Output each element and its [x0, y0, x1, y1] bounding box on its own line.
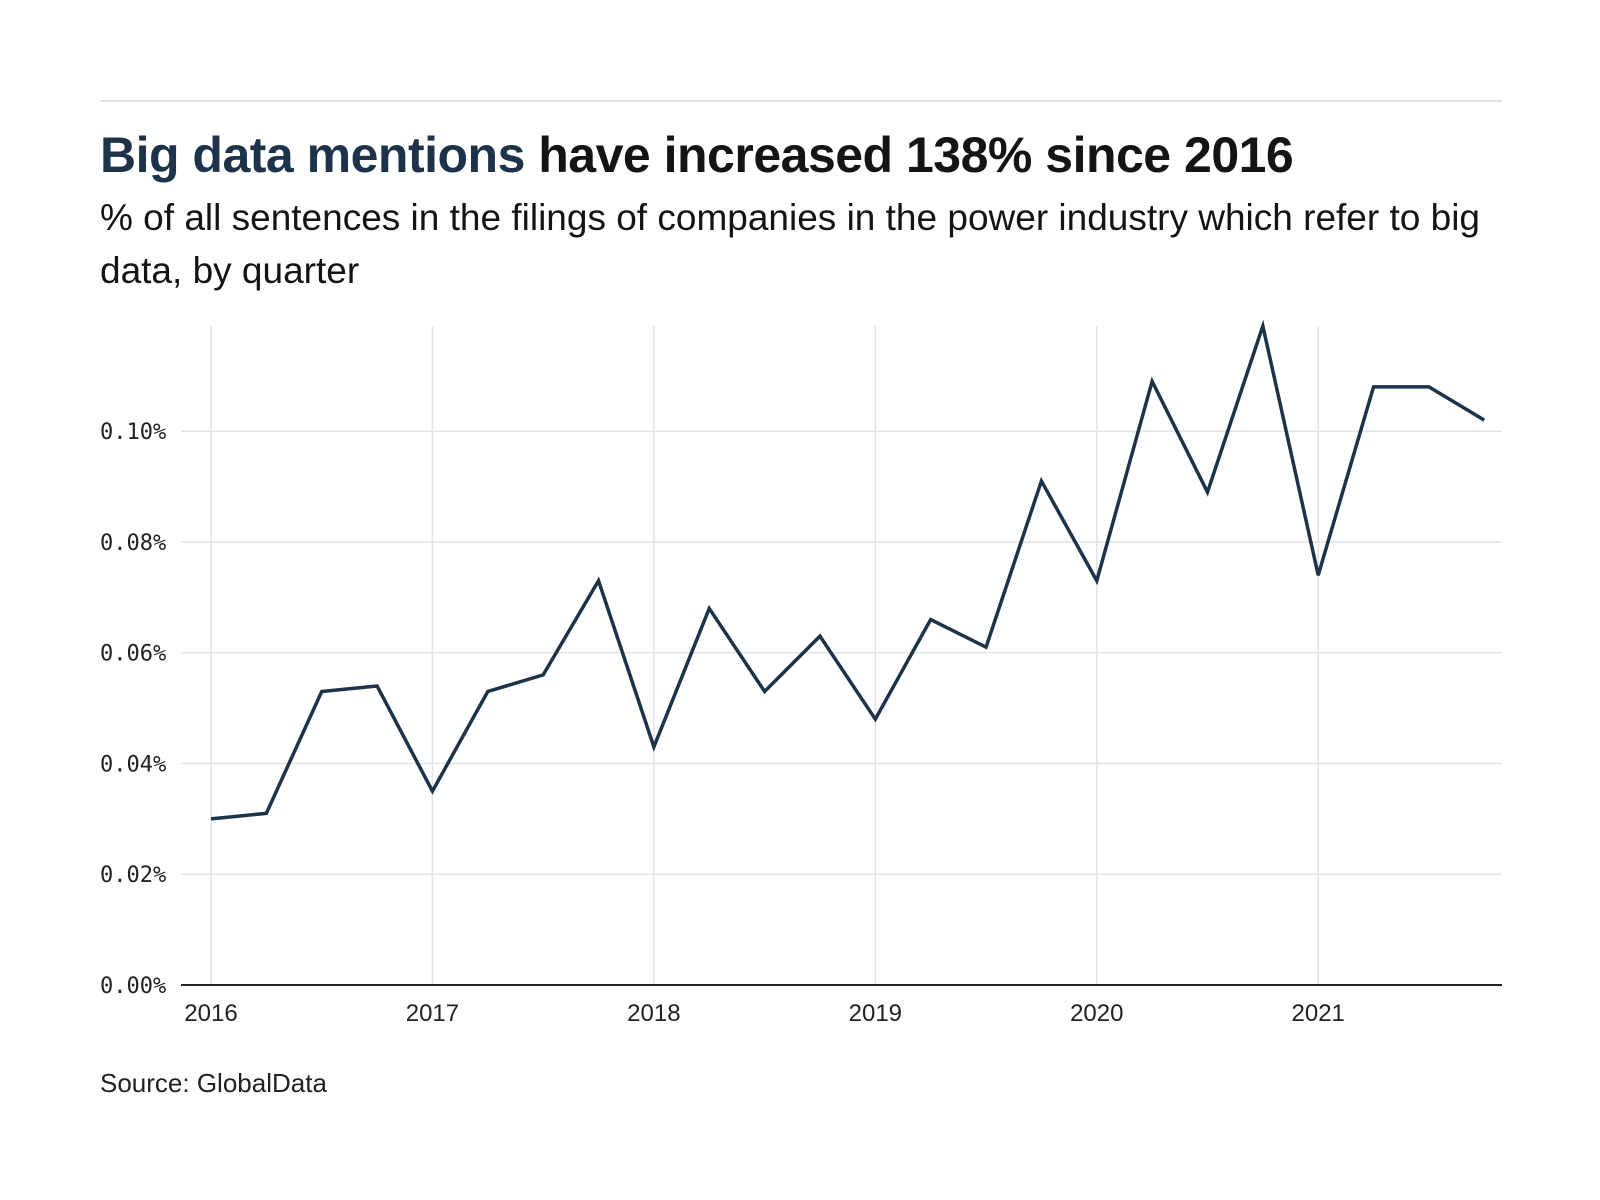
- y-tick-label: 0.02%: [100, 863, 166, 888]
- x-tick-label: 2017: [406, 1000, 459, 1027]
- y-tick-label: 0.06%: [100, 642, 166, 667]
- data-point: [1205, 490, 1209, 494]
- axes: 0.00% 0.02% 0.04% 0.06% 0.08% 0.10% 2016 2017 20…: [100, 420, 1502, 1027]
- title-rest: have increased 138% since 2016: [524, 127, 1294, 183]
- top-divider: [100, 100, 1502, 102]
- data-point: [1095, 579, 1099, 583]
- series-line: [210, 319, 1486, 821]
- data-point: [984, 645, 988, 649]
- line-chart: 0.00% 0.02% 0.04% 0.06% 0.08% 0.10% 2016 2017 20…: [100, 319, 1502, 1027]
- data-point: [1150, 379, 1154, 383]
- data-point: [597, 579, 601, 583]
- data-point: [375, 684, 379, 688]
- data-point: [430, 789, 434, 793]
- data-point: [1261, 324, 1265, 328]
- data-point: [209, 817, 213, 821]
- y-tick-label: 0.08%: [100, 531, 166, 556]
- y-tick-label: 0.10%: [100, 420, 166, 445]
- series-layer: [210, 319, 1486, 821]
- data-point: [652, 745, 656, 749]
- data-point: [818, 634, 822, 638]
- data-point: [1316, 573, 1320, 577]
- chart-title: Big data mentions have increased 138% si…: [100, 122, 1294, 188]
- title-highlight: Big data mentions: [100, 127, 525, 183]
- chart-subtitle: % of all sentences in the filings of com…: [100, 197, 1481, 291]
- source-note: Source: GlobalData: [100, 1068, 327, 1098]
- data-point: [1482, 418, 1486, 422]
- grid: [181, 326, 1502, 985]
- y-tick-label: 0.00%: [100, 974, 166, 999]
- data-point: [1039, 479, 1043, 483]
- data-point: [486, 689, 490, 693]
- data-point: [1427, 385, 1431, 389]
- x-tick-label: 2016: [184, 1000, 237, 1027]
- data-point: [707, 606, 711, 610]
- x-tick-label: 2021: [1292, 1000, 1345, 1027]
- data-point: [873, 717, 877, 721]
- data-point: [929, 618, 933, 622]
- data-point: [763, 689, 767, 693]
- data-point: [320, 689, 324, 693]
- data-point: [1372, 385, 1376, 389]
- data-point: [541, 673, 545, 677]
- x-tick-label: 2019: [849, 1000, 902, 1027]
- data-point: [264, 811, 268, 815]
- x-tick-label: 2020: [1070, 1000, 1123, 1027]
- x-tick-label: 2018: [627, 1000, 680, 1027]
- points-layer: [209, 324, 1486, 821]
- y-tick-label: 0.04%: [100, 752, 166, 777]
